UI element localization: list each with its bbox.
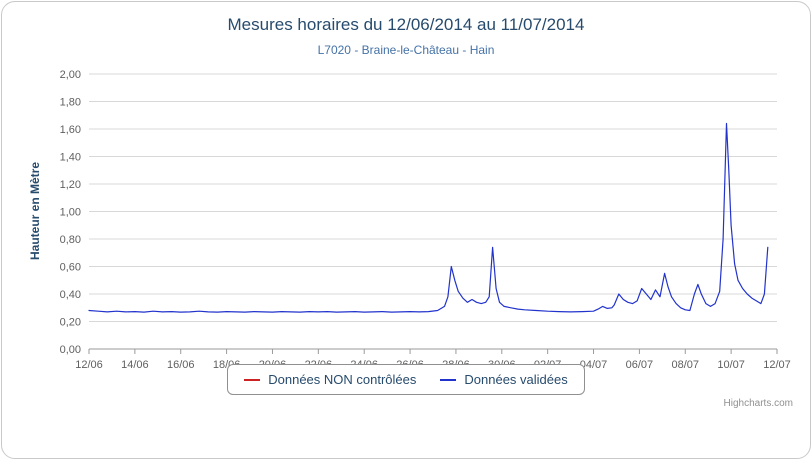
chart-subtitle: L7020 - Braine-le-Château - Hain [317, 43, 495, 57]
red-line-swatch [244, 378, 261, 381]
legend-box: Données NON contrôlées Données validées [227, 364, 585, 395]
svg-text:0,20: 0,20 [60, 317, 81, 329]
svg-text:14/06: 14/06 [121, 359, 149, 371]
svg-text:08/07: 08/07 [672, 359, 700, 371]
svg-text:1,20: 1,20 [60, 179, 81, 191]
blue-line-swatch [440, 378, 457, 381]
chart-title: Mesures horaires du 12/06/2014 au 11/07/… [227, 15, 585, 34]
svg-text:2,00: 2,00 [60, 69, 81, 81]
svg-text:12/07: 12/07 [763, 359, 791, 371]
svg-text:1,80: 1,80 [60, 97, 81, 109]
legend: Données NON contrôlées Données validées [2, 364, 810, 395]
legend-label-non-controlees: Données NON contrôlées [268, 372, 417, 387]
svg-text:06/07: 06/07 [626, 359, 654, 371]
svg-text:04/07: 04/07 [580, 359, 608, 371]
svg-text:1,60: 1,60 [60, 124, 81, 136]
svg-text:0,60: 0,60 [60, 262, 81, 274]
highcharts-credits-link[interactable]: Highcharts.com [723, 398, 793, 409]
svg-text:1,40: 1,40 [60, 152, 81, 164]
svg-text:12/06: 12/06 [75, 359, 103, 371]
svg-text:0,00: 0,00 [60, 344, 81, 356]
legend-item-donnees-validees[interactable]: Données validées [440, 372, 568, 387]
legend-item-donnees-non-controlees[interactable]: Données NON contrôlées [244, 372, 416, 387]
svg-text:16/06: 16/06 [167, 359, 195, 371]
svg-text:1,00: 1,00 [60, 207, 81, 219]
svg-text:0,40: 0,40 [60, 289, 81, 301]
legend-label-validees: Données validées [464, 372, 568, 387]
svg-text:10/07: 10/07 [717, 359, 745, 371]
y-axis-title: Hauteur en Mètre [28, 161, 42, 261]
svg-text:0,80: 0,80 [60, 234, 81, 246]
